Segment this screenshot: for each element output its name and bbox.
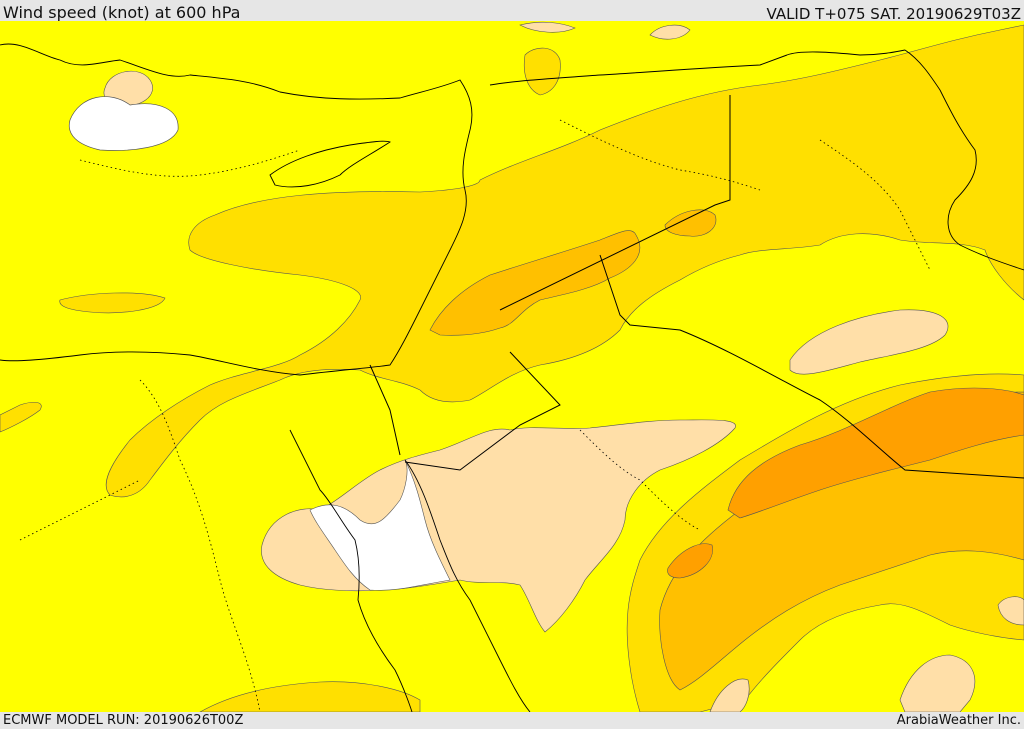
light-band-patch bbox=[519, 21, 576, 33]
country-borders bbox=[369, 54, 1024, 479]
valid-time: VALID T+075 SAT. 20190629T03Z bbox=[766, 5, 1021, 23]
wind-band-4-southeast bbox=[727, 387, 1024, 519]
light-band-patch bbox=[997, 596, 1024, 626]
wind-band-3 bbox=[429, 230, 641, 336]
map-canvas bbox=[0, 21, 1024, 712]
wind-band-2-strip bbox=[59, 292, 166, 314]
light-band-patch bbox=[899, 654, 976, 712]
wind-band-2-strip bbox=[0, 401, 42, 433]
credit-text: ArabiaWeather Inc. bbox=[896, 713, 1021, 728]
model-run: ECMWF MODEL RUN: 20190626T00Z bbox=[3, 713, 244, 728]
calm-area bbox=[68, 96, 179, 151]
province-borders bbox=[19, 119, 931, 712]
light-band-patch bbox=[709, 678, 750, 712]
footer-bar bbox=[0, 712, 1024, 729]
wind-speed-map[interactable] bbox=[0, 21, 1024, 712]
calm-area-south bbox=[309, 459, 451, 591]
light-band-patch bbox=[649, 24, 691, 40]
map-title: Wind speed (knot) at 600 hPa bbox=[3, 3, 241, 22]
coastlines bbox=[0, 43, 1024, 712]
wind-band-4-patch bbox=[667, 543, 713, 579]
wind-band-2-bottom bbox=[199, 681, 421, 712]
wind-band-3-patch bbox=[664, 209, 717, 237]
header-bar bbox=[0, 0, 1024, 21]
light-band-east bbox=[789, 309, 949, 375]
